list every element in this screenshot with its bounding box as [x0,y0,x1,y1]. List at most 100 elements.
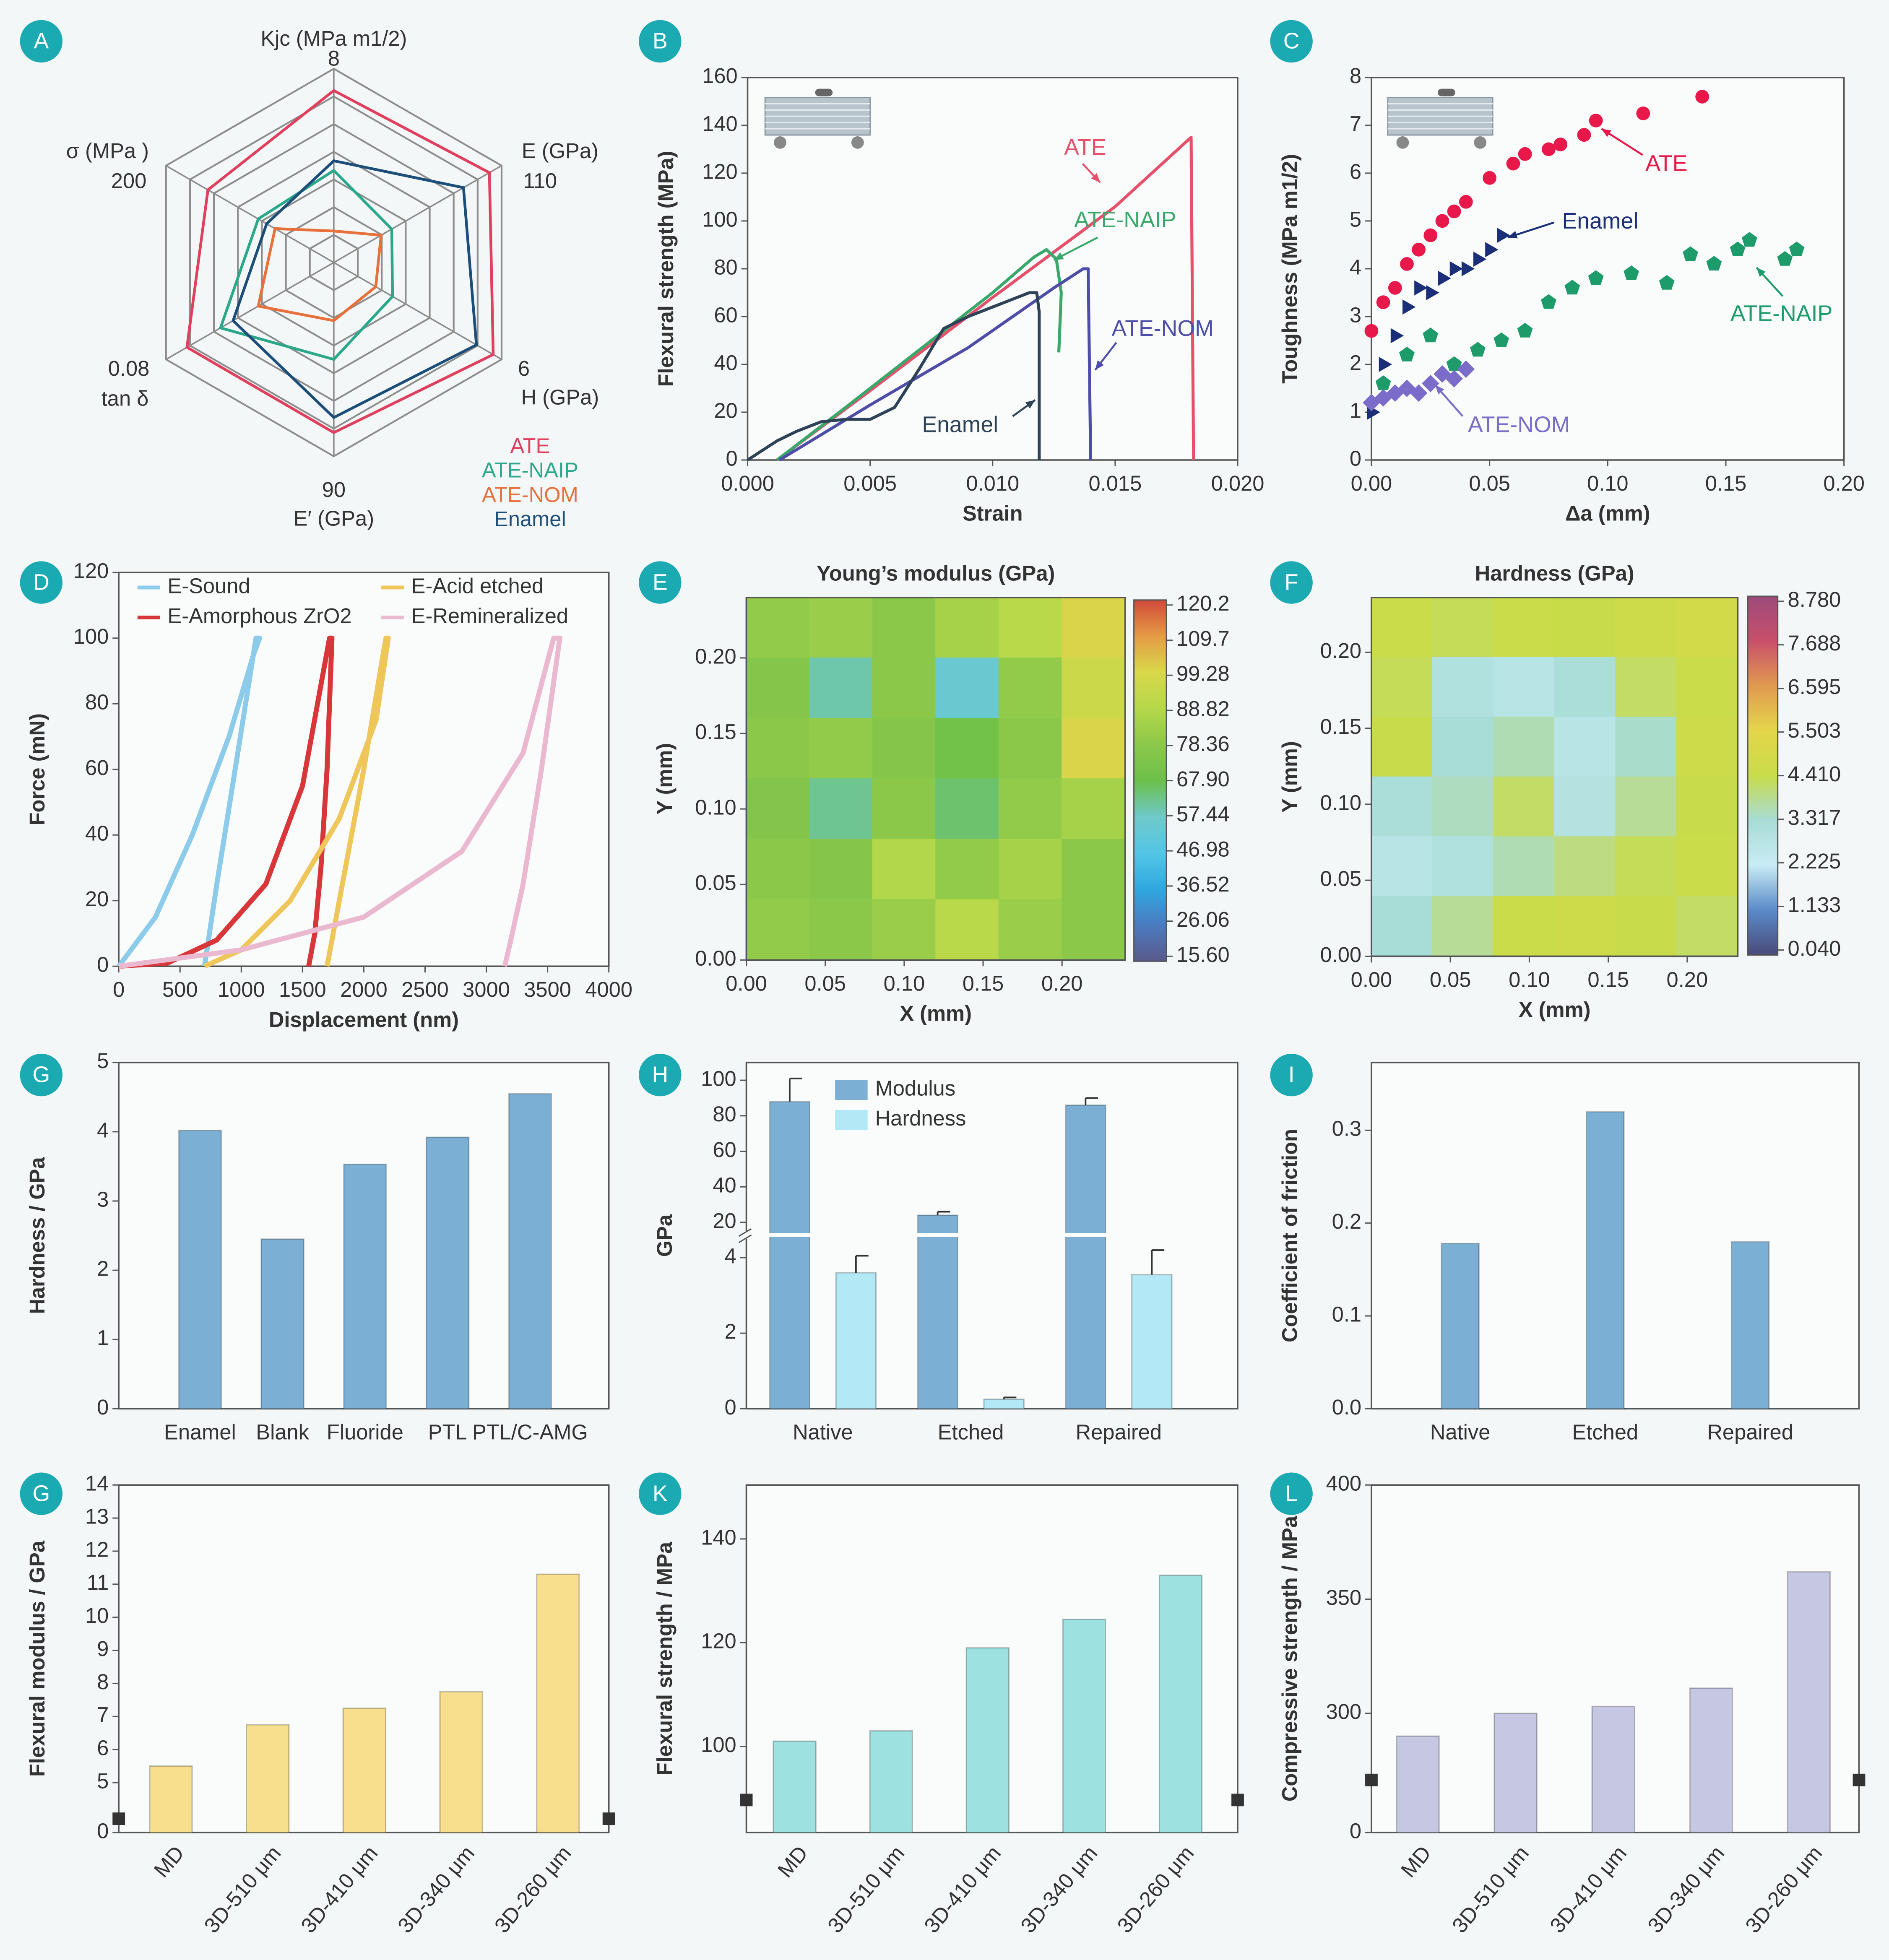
contour-cell [809,658,873,719]
point [1376,295,1390,309]
contour-cell [935,778,999,840]
y-tick-label: 0 [97,1395,109,1419]
y-tick-label: 1 [1350,398,1361,422]
colorbar-tick-label: 5.503 [1788,718,1841,742]
bar [246,1724,290,1833]
point [1789,241,1805,256]
radar-axis-max: 0.08 [108,356,150,380]
y-axis-label: Y (mm) [653,743,677,815]
x-tick-label: 0.20 [1041,971,1083,995]
colorbar-tick-label: 0.040 [1788,936,1841,960]
y-axis-label: Flexural modulus / GPa [25,1540,49,1777]
bar [773,1740,817,1833]
y-tick-label: 40 [714,351,737,374]
colorbar-tick-label: 78.36 [1176,732,1230,756]
bar [869,1730,913,1833]
legend-label: ATE-NOM [482,483,578,507]
point [1706,256,1722,271]
series-line [203,635,391,969]
bar [536,1573,580,1833]
contour-cell [1062,899,1126,961]
y-tick-label: 0 [97,953,109,977]
contour-cell [1432,776,1494,837]
arrow-head [1435,385,1444,395]
x-tick-label: 1500 [279,977,326,1001]
contour-cell [1615,597,1677,658]
panel-badge [20,1472,63,1515]
point [1388,281,1402,295]
point [1730,241,1746,256]
y-tick-label: 0 [97,1819,109,1843]
x-axis-label: Δa (mm) [1565,502,1650,525]
y-tick-label: 100 [701,1733,736,1757]
y-tick-label: 140 [702,112,738,135]
colorbar [1747,595,1779,956]
point [1412,242,1426,257]
point [1741,232,1757,247]
contour-cell [746,658,810,719]
series-line [776,248,1063,461]
legend-swatch [835,1080,868,1100]
point [1577,128,1591,142]
y-tick-label: 2 [725,1320,736,1344]
point [1375,375,1391,390]
y-tick-label: 0.1 [1332,1302,1361,1326]
y-tick-label: 0.00 [695,946,736,970]
contour-cell [1062,658,1126,719]
contour-cell [1432,657,1494,717]
chart-title: Young’s modulus (GPa) [817,561,1055,585]
contour-cell [1615,836,1677,897]
axis-break-marker [602,1812,615,1825]
y-tick-label: 0.20 [695,644,736,668]
bar [917,1214,958,1409]
series-line [747,291,1041,461]
colorbar-tick-label: 88.82 [1176,697,1230,720]
series-annotation: ATE-NAIP [1730,301,1832,326]
bar [1689,1687,1733,1833]
inset-pin [1437,88,1455,96]
x-tick-label: 0.15 [1587,967,1629,991]
contour-cell [1371,836,1433,897]
point [1457,360,1475,378]
arrow-head [1507,231,1518,239]
legend-swatch [835,1110,868,1130]
panel-badge [20,561,63,604]
x-tick-label: 0.00 [1351,967,1392,991]
series-annotation: ATE [1064,135,1106,160]
contour-cell [998,899,1063,961]
colorbar [1133,599,1167,962]
x-tick-label: 4000 [585,977,632,1001]
contour-cell [1432,597,1494,658]
contour-cell [809,899,873,961]
panel-label: F [1285,569,1298,595]
bar [1586,1111,1625,1409]
contour-cell [1615,717,1677,777]
point [1506,156,1520,171]
series-annotation: ATE-NOM [1468,412,1570,437]
arrow-head [1054,252,1064,260]
panel-label: G [32,1062,50,1087]
y-tick-label: 0.10 [1320,790,1362,814]
contour-cell [746,718,810,779]
legend-label: ATE [510,434,550,458]
point [1364,324,1379,338]
panel-label: C [1283,29,1300,54]
y-tick-label: 4 [725,1244,736,1268]
contour-cell [1062,839,1126,900]
radar-spoke [165,262,334,360]
y-tick-label: 300 [1326,1700,1362,1723]
y-tick-label: 0.15 [1320,715,1362,738]
y-tick-label: 0 [1350,1819,1361,1843]
y-tick-label: 20 [85,887,109,911]
point [1542,142,1556,156]
y-tick-label: 40 [85,821,109,845]
y-tick-label: 12 [85,1537,109,1561]
arrow-head [1601,129,1611,137]
y-tick-label: 10 [85,1604,109,1627]
legend-label: E-Remineralized [411,604,568,628]
panel-label: E [653,569,668,595]
point [1446,356,1462,371]
y-tick-label: 0.3 [1332,1117,1361,1141]
x-tick-label: Blank [256,1420,309,1444]
colorbar-tick-label: 3.317 [1788,806,1841,829]
